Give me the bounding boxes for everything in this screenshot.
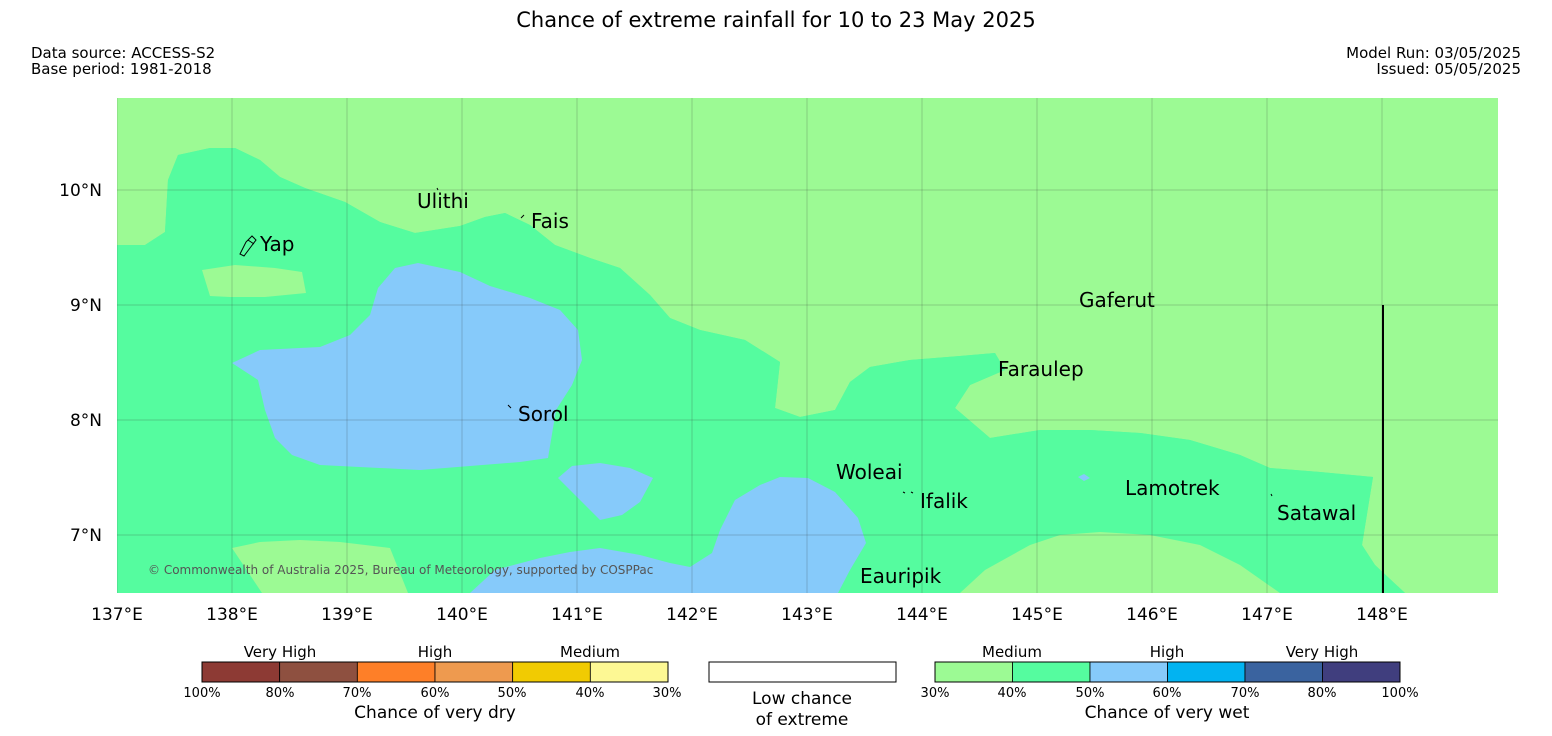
place-fais: Fais [531,209,569,233]
legend-dry-swatch [279,661,358,683]
data-source: Data source: ACCESS-S2 [31,44,216,62]
legend-wet-swatch [934,661,1013,683]
legend-wet-tick: 50% [1076,686,1105,701]
legend-dry-category: Very High [244,643,317,661]
run-info: Model Run: 03/05/2025 Issued: 05/05/2025 [1346,45,1521,77]
lon-label: 140°E [436,605,488,625]
legend-wet-tick: 100% [1381,686,1418,701]
legend-dry-tick: 50% [498,686,527,701]
legend-wet-tick: 40% [998,686,1027,701]
longitude-labels: 137°E 138°E 139°E 140°E 141°E 142°E 143°… [91,605,1408,625]
lon-label: 144°E [896,605,948,625]
lon-label: 145°E [1011,605,1063,625]
legend-dry-swatch [512,661,591,683]
legend-dry-tick: 30% [653,686,682,701]
lon-label: 143°E [781,605,833,625]
region-wet-30-40-south [232,540,408,593]
place-yap: Yap [259,232,294,256]
issued-date: Issued: 05/05/2025 [1376,60,1521,78]
legend-dry-category: High [418,643,452,661]
latitude-labels: 10°N 9°N 8°N 7°N [59,181,102,546]
lon-label: 139°E [321,605,373,625]
legend-dry-tick: 40% [576,686,605,701]
place-eauripik: Eauripik [860,564,942,588]
copyright-notice: © Commonwealth of Australia 2025, Bureau… [148,563,653,577]
island-markers [239,187,1273,497]
place-gaferut: Gaferut [1079,288,1155,312]
legend-wet-tick: 60% [1153,686,1182,701]
legend-neutral-line2: of extreme [756,710,849,730]
lon-label: 147°E [1241,605,1293,625]
legend-dry-frame [201,661,669,683]
base-period: Base period: 1981-2018 [31,60,212,78]
legend-wet-tick: 30% [921,686,950,701]
legend-dry-swatch [434,661,514,683]
fais-island-mark [520,214,525,219]
legend-wet-category: Medium [982,643,1042,661]
lat-label: 9°N [70,296,102,316]
place-sorol: Sorol [518,402,569,426]
yap-island-outline [239,235,257,257]
legend-wet-swatch [1089,661,1168,683]
region-wet-30-40-yap [202,265,306,297]
lon-label: 148°E [1356,605,1408,625]
legend-wet-title: Chance of very wet [1085,703,1250,723]
lon-label: 142°E [666,605,718,625]
lat-label: 7°N [70,526,102,546]
ifalik-island-mark [902,491,914,494]
place-satawal: Satawal [1277,501,1356,525]
model-run: Model Run: 03/05/2025 [1346,44,1521,62]
lon-label: 137°E [91,605,143,625]
ulithi-island-mark [436,187,439,191]
rainfall-map: Ulithi Fais Yap Gaferut Faraulep Sorol W… [117,98,1498,593]
legend-wet-swatch [1322,661,1401,683]
legend-wet-tick: 80% [1308,686,1337,701]
place-ifalik: Ifalik [920,489,968,513]
legend-dry-swatch [201,661,281,683]
legend-dry-tick: 60% [421,686,450,701]
legend-dry-tick: 100% [183,686,220,701]
region-wet-50-60-speck [1078,474,1090,481]
sorol-island-mark [507,404,512,409]
legend-dry-tick: 80% [266,686,295,701]
legend-wet-swatch [1244,661,1323,683]
legend-dry: Very High High Medium 100% 80% 70% 60% 5… [183,643,681,723]
graticule [117,98,1498,593]
lat-label: 8°N [70,411,102,431]
legend-neutral: Low chance of extreme [708,661,897,730]
place-woleai: Woleai [836,460,903,484]
lon-label: 146°E [1126,605,1178,625]
legend-wet-category: Very High [1286,643,1359,661]
legend-wet-swatch [1167,661,1246,683]
legend-wet-tick: 70% [1231,686,1260,701]
source-info: Data source: ACCESS-S2 Base period: 1981… [31,45,215,77]
legend-wet-category: High [1150,643,1184,661]
lon-label: 138°E [206,605,258,625]
place-labels: Ulithi Fais Yap Gaferut Faraulep Sorol W… [259,189,1356,588]
legend-wet-swatch [1012,661,1091,683]
legend-neutral-swatch [708,661,897,683]
legend-dry-swatch [589,661,669,683]
lon-label: 141°E [551,605,603,625]
satawal-island-mark [1270,493,1273,497]
region-wet-40-50-inner [117,148,1405,593]
legend-dry-title: Chance of very dry [354,703,516,723]
region-wet-30-40-north [117,98,1498,593]
legend-dry-tick: 70% [343,686,372,701]
legend-dry-category: Medium [560,643,620,661]
region-wet-50-60-small [558,463,653,520]
lat-label: 10°N [59,181,102,201]
region-wet-50-60-south [470,477,866,593]
region-wet-50-60-main [232,263,582,470]
legend-wet: Medium High Very High 30% 40% 50% 60% 70… [921,643,1419,723]
place-ulithi: Ulithi [417,189,469,213]
legend-neutral-line1: Low chance [752,689,852,709]
map-title: Chance of extreme rainfall for 10 to 23 … [516,8,1036,32]
legend-wet-frame [934,661,1401,683]
legend-dry-swatch [356,661,436,683]
place-lamotrek: Lamotrek [1125,476,1220,500]
place-faraulep: Faraulep [998,357,1084,381]
region-wet-30-40-southeast [960,532,1280,593]
